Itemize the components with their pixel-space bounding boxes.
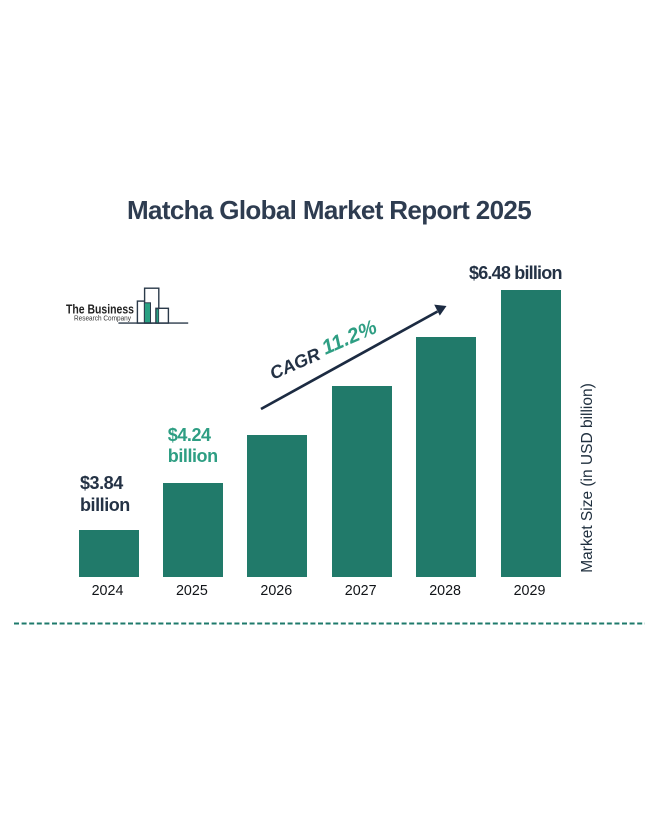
svg-text:Research Company: Research Company [74,313,131,322]
svg-text:The Business: The Business [66,303,134,317]
